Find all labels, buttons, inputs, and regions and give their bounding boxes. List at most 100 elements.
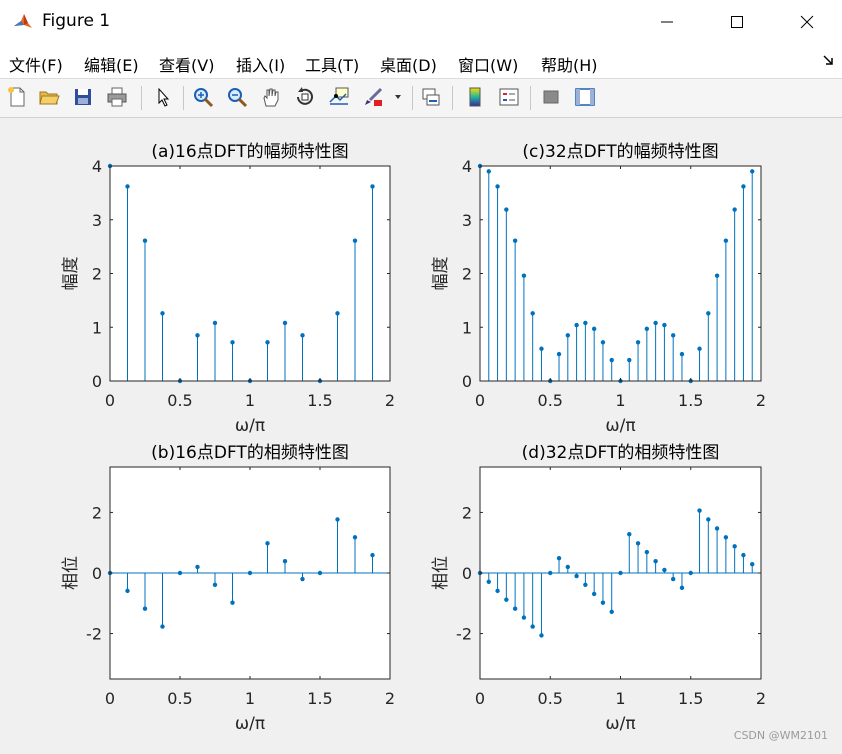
stem-marker (300, 333, 305, 338)
print-icon (107, 87, 127, 107)
stem-marker (539, 633, 544, 638)
stem-marker (370, 184, 375, 189)
pan-button[interactable] (258, 84, 284, 110)
y-tick-label: 2 (462, 503, 472, 522)
colorbar-button[interactable] (462, 84, 488, 110)
toolbar-separator (412, 86, 413, 110)
pointer-button[interactable] (150, 84, 176, 110)
menu-window[interactable]: 窗口(W) (458, 56, 519, 75)
y-tick-label: 1 (92, 318, 102, 337)
chart-title: (c)32点DFT的幅频特性图 (522, 142, 718, 162)
print-button[interactable] (104, 84, 130, 110)
maximize-button[interactable] (702, 0, 772, 44)
close-button[interactable] (772, 0, 842, 44)
stem-marker (142, 606, 148, 611)
window-titlebar: Figure 1 (0, 0, 842, 44)
menu-view[interactable]: 查看(V) (159, 56, 215, 75)
show-plot-tools-button[interactable] (572, 84, 598, 110)
stem-marker (335, 311, 340, 316)
menu-help[interactable]: 帮助(H) (541, 56, 598, 75)
minimize-icon (661, 21, 673, 23)
menu-edit[interactable]: 编辑(E) (84, 56, 139, 75)
stem-marker (504, 207, 509, 212)
stem-marker (160, 311, 165, 316)
legend-button[interactable] (496, 84, 522, 110)
zoom-out-button[interactable] (224, 84, 250, 110)
y-tick-label: 2 (92, 265, 102, 284)
rotate-3d-button[interactable] (292, 84, 318, 110)
stem-marker (618, 570, 623, 576)
stem-marker (504, 597, 509, 602)
x-axis-label: ω/π (235, 416, 265, 436)
axes-d[interactable]: 0 0.5 1 1.5 2 -2 0 2 (d)32点DFT的相频特性图 ω/π 相位 (431, 443, 766, 734)
stem-marker (714, 273, 720, 278)
maximize-icon (731, 16, 743, 28)
link-plot-icon (422, 88, 440, 106)
brush-dropdown[interactable] (390, 84, 406, 110)
save-button[interactable] (70, 84, 96, 110)
pointer-icon (158, 87, 170, 107)
colorbar-icon (469, 87, 481, 107)
stem-marker (644, 326, 650, 332)
new-figure-button[interactable] (4, 84, 30, 110)
stem-marker (142, 238, 148, 243)
hide-plot-tools-icon (543, 90, 559, 104)
zoom-in-button[interactable] (190, 84, 216, 110)
stem-marker (195, 333, 200, 338)
stem-marker (230, 340, 235, 345)
figure-canvas: 0 0.5 1 1.5 2 0 1 2 3 4 (a)16点DFT的幅频特性图 ω/π 幅度 0 0.5 1 1… (0, 118, 842, 750)
stem-marker (177, 570, 183, 576)
stem-marker (556, 555, 562, 561)
stem-marker (670, 333, 676, 338)
x-tick-label: 1 (245, 689, 255, 708)
brush-button[interactable] (360, 84, 386, 110)
menu-insert[interactable]: 插入(I) (236, 56, 286, 75)
stem-marker (160, 624, 165, 629)
x-tick-label: 2 (385, 391, 395, 410)
x-tick-label: 1 (245, 391, 255, 410)
stem-marker (662, 567, 667, 573)
menu-tools[interactable]: 工具(T) (305, 56, 360, 75)
stem-marker (583, 582, 588, 588)
window-title: Figure 1 (42, 11, 111, 31)
chart-title: (b)16点DFT的相频特性图 (151, 443, 349, 463)
x-tick-label: 1.5 (678, 689, 703, 708)
stem-marker (125, 588, 130, 594)
stem-marker (486, 169, 491, 174)
stem-marker (565, 564, 571, 570)
stem-marker (230, 600, 235, 605)
data-cursor-button[interactable] (326, 84, 352, 110)
stem-marker (635, 541, 641, 546)
stem-marker (662, 322, 667, 328)
stem-marker (591, 326, 597, 332)
minimize-button[interactable] (632, 0, 702, 44)
open-file-button[interactable] (36, 84, 62, 110)
stem-marker (574, 573, 579, 579)
axes-c[interactable]: 0 0.5 1 1.5 2 0 1 2 3 4 (c)32点DFT的幅频特性图 ω/π 幅度 (431, 142, 766, 436)
stem-marker (265, 541, 270, 546)
hide-plot-tools-button[interactable] (538, 84, 564, 110)
axes-b[interactable]: 0 0.5 1 1.5 2 -2 0 2 (b)16点DFT的相频特性图 ω/π 相位 (61, 443, 395, 734)
stem-marker (486, 579, 491, 584)
stem-marker (609, 609, 614, 614)
stem-marker (548, 570, 553, 576)
y-tick-label: 0 (92, 564, 102, 583)
menu-file[interactable]: 文件(F) (9, 56, 63, 75)
axes-a[interactable]: 0 0.5 1 1.5 2 0 1 2 3 4 (a)16点DFT的幅频特性图 ω/π 幅度 (61, 142, 395, 436)
stem-marker (609, 357, 614, 363)
watermark-text: CSDN @WM2101 (733, 729, 828, 742)
y-tick-label: -2 (456, 625, 472, 644)
menu-desktop[interactable]: 桌面(D) (380, 56, 437, 75)
y-axis-label: 幅度 (431, 257, 451, 291)
stem-marker (644, 549, 650, 555)
pan-icon (263, 88, 279, 107)
x-tick-label: 1.5 (678, 391, 703, 410)
stem-marker (627, 357, 632, 363)
dock-arrow-icon[interactable] (822, 54, 834, 66)
stem-marker (714, 526, 720, 531)
stem-marker (697, 346, 702, 351)
link-plot-button[interactable] (418, 84, 444, 110)
y-axis-label: 相位 (431, 556, 451, 590)
x-tick-label: 2 (385, 689, 395, 708)
stem-marker (688, 570, 693, 576)
